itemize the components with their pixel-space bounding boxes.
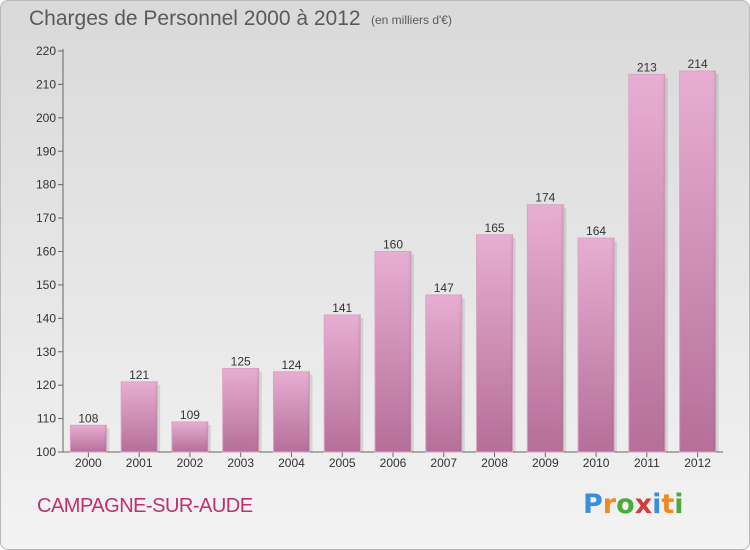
- labels: 2000 108 2001 121 2002 109 2003 125 2004 124 2005 1…: [75, 57, 711, 470]
- data-label: 124: [281, 358, 301, 372]
- y-tick-label: 120: [36, 378, 56, 392]
- data-label: 108: [78, 411, 98, 425]
- y-tick-label: 190: [36, 144, 56, 158]
- y-tick-label: 130: [36, 345, 56, 359]
- x-tick-label: 2011: [634, 456, 660, 470]
- logo-letter: i: [652, 489, 662, 520]
- bar-shade: [476, 234, 513, 452]
- y-tick-label: 100: [36, 445, 56, 459]
- y-tick-label: 150: [36, 278, 56, 292]
- data-label: 109: [180, 408, 200, 422]
- bar-shade: [375, 251, 411, 452]
- data-label: 213: [637, 60, 657, 74]
- x-tick-label: 2009: [532, 456, 559, 470]
- y-tick-label: 170: [36, 211, 56, 225]
- x-tick-label: 2007: [430, 456, 457, 470]
- bar-shade: [171, 421, 208, 452]
- bars: [69, 70, 719, 453]
- y-tick-label: 160: [36, 245, 56, 259]
- data-label: 164: [586, 224, 606, 238]
- logo-letter: t: [661, 489, 675, 520]
- bar-shade: [273, 371, 310, 452]
- x-tick-label: 2006: [380, 456, 407, 470]
- y-tick-label: 140: [36, 311, 56, 325]
- bar-shade: [425, 294, 462, 452]
- bar-shade: [70, 425, 107, 452]
- logo-letter: i: [674, 489, 684, 520]
- bar-shade: [527, 204, 564, 452]
- x-tick-label: 2002: [177, 456, 204, 470]
- data-label: 141: [332, 301, 352, 315]
- data-label: 125: [231, 354, 251, 368]
- data-label: 174: [535, 191, 555, 205]
- data-label: 165: [485, 221, 505, 235]
- proxiti-logo: Proxiti: [583, 489, 684, 520]
- logo-letter: o: [616, 489, 635, 520]
- y-tick-label: 220: [36, 44, 56, 58]
- bar-shade: [578, 238, 615, 452]
- logo-letter: x: [634, 489, 653, 520]
- y-tick-label: 180: [36, 178, 56, 192]
- y-tick-label: 200: [36, 111, 56, 125]
- x-tick-label: 2012: [684, 456, 711, 470]
- x-tick-label: 2003: [227, 456, 254, 470]
- logo-letter: P: [583, 489, 603, 520]
- chart-subtitle: (en milliers d'€): [371, 13, 452, 27]
- bar-shade: [679, 71, 716, 453]
- x-tick-label: 2008: [481, 456, 508, 470]
- data-label: 121: [129, 368, 149, 382]
- x-tick-label: 2001: [126, 456, 153, 470]
- y-tick-label: 110: [37, 412, 56, 426]
- x-tick-label: 2004: [278, 456, 305, 470]
- bar-shade: [324, 314, 361, 452]
- bar-shade: [222, 368, 259, 452]
- x-tick-label: 2005: [329, 456, 356, 470]
- y-tick-label: 210: [36, 77, 56, 91]
- data-label: 214: [688, 57, 708, 71]
- x-tick-label: 2000: [75, 456, 102, 470]
- x-tick-label: 2010: [583, 456, 610, 470]
- bar-shade: [628, 74, 665, 453]
- data-label: 160: [383, 238, 403, 252]
- data-label: 147: [434, 281, 454, 295]
- bar-shade: [121, 381, 158, 452]
- logo-letter: r: [602, 489, 617, 520]
- chart-title: Charges de Personnel 2000 à 2012: [29, 7, 361, 30]
- commune-name: CAMPAGNE-SUR-AUDE: [37, 495, 253, 517]
